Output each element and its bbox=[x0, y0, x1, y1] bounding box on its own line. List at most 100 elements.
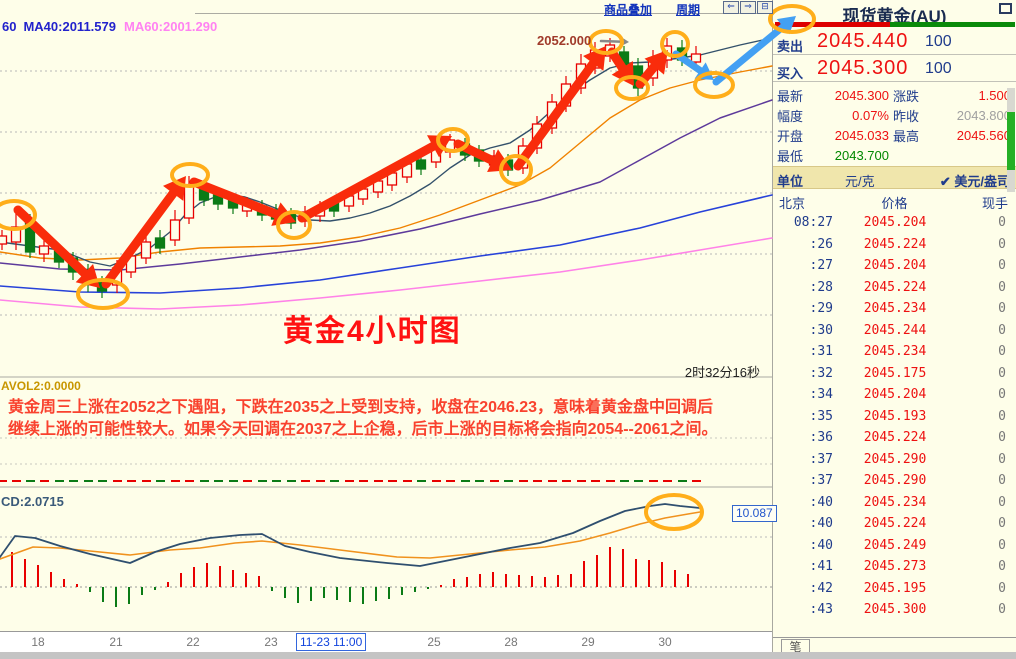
tick-time: :30 bbox=[809, 322, 833, 338]
tick-volume: 0 bbox=[998, 408, 1006, 424]
tick-row: :40 2045.234 0 bbox=[773, 492, 1016, 514]
tick-volume: 0 bbox=[998, 494, 1006, 510]
ma40-label: MA40:2011.579 bbox=[23, 19, 116, 34]
buy-price: 2045.300 bbox=[817, 57, 909, 79]
toolbar-divider bbox=[195, 13, 772, 14]
x-axis-label: 30 bbox=[658, 635, 672, 649]
tick-volume: 0 bbox=[998, 580, 1006, 596]
tick-row: :36 2045.224 0 bbox=[773, 427, 1016, 449]
tick-price: 2045.224 bbox=[863, 279, 927, 295]
instrument-title: 现货黄金(AU) bbox=[842, 7, 947, 26]
tick-row: :43 2045.300 0 bbox=[773, 599, 1016, 621]
ma-prefix-label: 60 bbox=[2, 19, 17, 34]
tick-time: :40 bbox=[809, 537, 833, 553]
x-axis-label: 18 bbox=[31, 635, 45, 649]
bottom-scroll-bar[interactable] bbox=[0, 652, 1016, 659]
unit-option-usd[interactable]: ✔ 美元/盎司 bbox=[939, 174, 1010, 189]
tick-row: 08:27 2045.204 0 bbox=[773, 212, 1016, 234]
tick-volume: 0 bbox=[998, 387, 1006, 402]
stats-row: 最低 2043.700 bbox=[773, 145, 1016, 165]
tick-volume: 0 bbox=[998, 430, 1006, 445]
stat-label: 昨收 bbox=[893, 108, 920, 124]
column-volume: 现手 bbox=[981, 196, 1008, 211]
tick-row: :37 2045.290 0 bbox=[773, 470, 1016, 492]
tick-row: :29 2045.234 0 bbox=[773, 298, 1016, 320]
tick-row: :30 2045.244 0 bbox=[773, 320, 1016, 342]
tick-row: :34 2045.204 0 bbox=[773, 384, 1016, 406]
overlay-link[interactable]: 商品叠加 bbox=[604, 3, 653, 17]
tick-price: 2045.234 bbox=[863, 494, 927, 510]
scrollbar-thumb[interactable] bbox=[1007, 112, 1015, 170]
buy-strength-segment bbox=[890, 22, 1015, 27]
tick-time: :41 bbox=[809, 559, 833, 574]
x-axis-label: 22 bbox=[186, 635, 200, 649]
peak-price-label: 2052.000 bbox=[537, 33, 592, 48]
tick-price: 2045.244 bbox=[863, 322, 927, 338]
tick-time: 08:27 bbox=[793, 215, 833, 230]
tick-row: :27 2045.204 0 bbox=[773, 255, 1016, 277]
tick-price: 2045.273 bbox=[863, 559, 927, 574]
stats-row: 最新 2045.300 涨跌 1.500 bbox=[773, 85, 1016, 105]
tick-time: :27 bbox=[809, 258, 833, 273]
check-icon: ✔ bbox=[939, 174, 951, 189]
unit-option-cny[interactable]: 元/克 bbox=[845, 174, 875, 189]
tick-price: 2045.204 bbox=[863, 387, 927, 402]
tick-row: :35 2045.193 0 bbox=[773, 406, 1016, 428]
tick-row: :42 2045.195 0 bbox=[773, 578, 1016, 600]
ma-indicator-readout: 60 MA40:2011.579 MA60:2001.290 bbox=[2, 19, 217, 34]
tick-row: :31 2045.234 0 bbox=[773, 341, 1016, 363]
tick-time: :40 bbox=[809, 516, 833, 531]
x-axis-label: 28 bbox=[504, 635, 518, 649]
tick-row: :40 2045.249 0 bbox=[773, 535, 1016, 557]
tick-time: :28 bbox=[809, 279, 833, 295]
tick-price: 2045.290 bbox=[863, 451, 927, 467]
tick-list-header: 北京 价格 现手 bbox=[773, 191, 1016, 211]
x-axis-strip: 11-23 11:00 18 21 22 23 25 28 29 30 bbox=[0, 631, 772, 652]
tick-time: :42 bbox=[809, 580, 833, 596]
tick-volume: 0 bbox=[998, 344, 1006, 359]
tick-time: :43 bbox=[809, 602, 833, 617]
stat-value: 1.500 bbox=[978, 87, 1011, 103]
stat-label: 最高 bbox=[893, 128, 920, 144]
column-price: 价格 bbox=[881, 196, 908, 211]
sell-price: 2045.440 bbox=[817, 30, 909, 52]
tick-price: 2045.249 bbox=[863, 537, 927, 553]
tick-list: 08:27 2045.204 0 :26 2045.224 0 :27 2045.204 0 :2… bbox=[773, 212, 1016, 621]
annotation-line1: 黄金周三上涨在2052之下遇阻，下跌在2035之上受到支持，收盘在2046.23… bbox=[8, 399, 714, 416]
tick-row: :26 2045.224 0 bbox=[773, 234, 1016, 256]
period-link[interactable]: 周期 bbox=[676, 3, 701, 17]
buy-quote-row: 买入 2045.300 100 bbox=[773, 55, 1016, 82]
tick-price: 2045.204 bbox=[863, 215, 927, 230]
selected-candle-timestamp: 11-23 11:00 bbox=[296, 633, 367, 651]
x-axis-label: 25 bbox=[427, 635, 441, 649]
tick-time: :34 bbox=[809, 387, 833, 402]
chart-title-watermark: 黄金4小时图 bbox=[283, 315, 462, 348]
x-axis-label: 23 bbox=[264, 635, 278, 649]
stat-value: 2045.560 bbox=[956, 127, 1011, 143]
tick-price: 2045.224 bbox=[863, 236, 927, 252]
maximize-icon[interactable] bbox=[999, 3, 1012, 14]
quote-panel: 现货黄金(AU) 卖出 2045.440 100 买入 2045.300 100… bbox=[772, 0, 1016, 656]
annotation-line2: 继续上涨的可能性较大。如果今天回调在2037之上企稳，后市上涨的目标将会指向20… bbox=[8, 421, 718, 438]
tick-time: :36 bbox=[809, 430, 833, 445]
scroll-left-icon[interactable]: ⇐ bbox=[723, 1, 739, 14]
tick-price: 2045.224 bbox=[863, 516, 927, 531]
tick-row: :41 2045.273 0 bbox=[773, 556, 1016, 578]
stat-label: 最低 bbox=[777, 148, 804, 164]
sell-strength-segment bbox=[775, 22, 891, 27]
tab-tick-sheet[interactable]: 笔 bbox=[781, 639, 810, 656]
tick-price: 2045.234 bbox=[863, 344, 927, 359]
tick-time: :29 bbox=[809, 301, 833, 316]
split-view-icon[interactable]: ⊟ bbox=[757, 1, 773, 14]
tick-price: 2045.204 bbox=[863, 258, 927, 273]
scroll-right-icon[interactable]: ⇒ bbox=[740, 1, 756, 14]
x-axis-label: 29 bbox=[581, 635, 595, 649]
tick-time: :40 bbox=[809, 494, 833, 510]
tick-volume: 0 bbox=[998, 602, 1006, 617]
panel-scrollbar[interactable] bbox=[1007, 88, 1015, 192]
tick-time: :37 bbox=[809, 451, 833, 467]
sell-size: 100 bbox=[925, 33, 952, 50]
panel-bottom-divider bbox=[773, 637, 1016, 638]
stats-row: 开盘 2045.033 最高 2045.560 bbox=[773, 125, 1016, 145]
